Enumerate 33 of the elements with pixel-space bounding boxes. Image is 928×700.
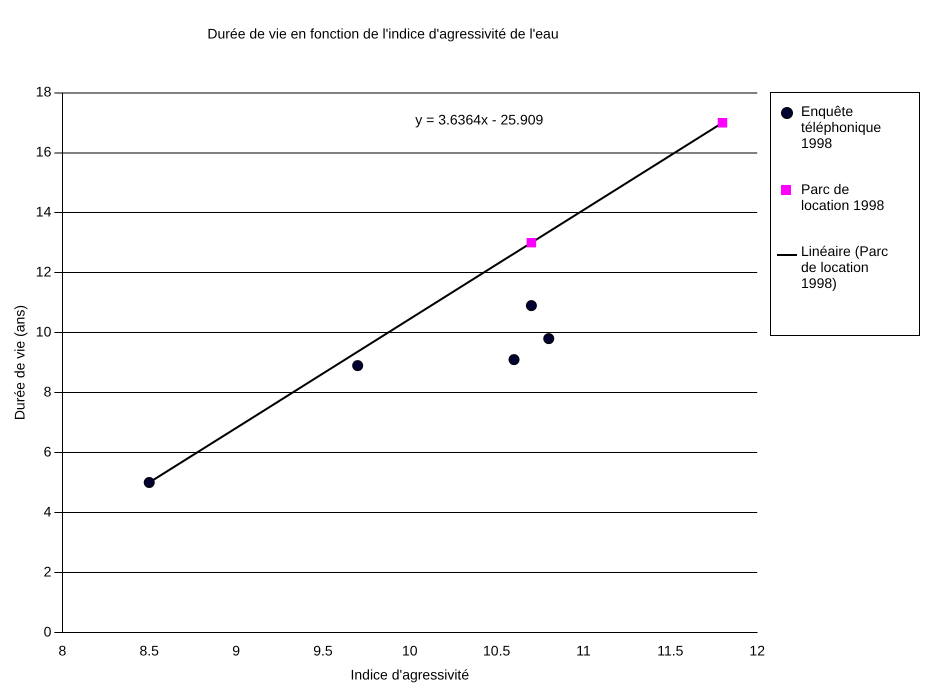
x-tick-label: 9 — [232, 642, 240, 659]
legend-label: Parc de location 1998 — [801, 181, 886, 213]
x-tick-label: 8 — [58, 642, 66, 659]
point — [508, 354, 520, 366]
annotation: y = 3.6364x - 25.909 — [415, 112, 544, 128]
legend-label: Linéaire (Parc de location 1998) — [801, 243, 890, 291]
legend-label: Enquête téléphonique 1998 — [801, 103, 882, 151]
x-tick-label: 12 — [749, 642, 766, 659]
chart-title: Durée de vie en fonction de l'indice d'agressivité de l'eau — [207, 25, 559, 42]
y-tick-label: 6 — [44, 443, 52, 460]
y-tick-label: 18 — [36, 84, 52, 100]
y-tick-label: 2 — [44, 563, 52, 580]
y-tick-label: 0 — [44, 623, 52, 640]
x-tick-label: 10.5 — [483, 642, 510, 659]
y-tick-label: 4 — [44, 503, 52, 520]
y-tick-label: 12 — [36, 264, 52, 280]
point — [526, 300, 537, 312]
x-tick-label: 8.5 — [139, 642, 160, 659]
x-tick-label: 11.5 — [657, 642, 684, 659]
y-tick-label: 10 — [36, 323, 52, 340]
point — [718, 118, 728, 128]
x-tick-label: 9.5 — [313, 642, 333, 659]
point — [543, 333, 554, 344]
y-tick-label: 16 — [36, 144, 52, 160]
point — [352, 360, 364, 372]
x-axis-title: Indice d'agressivité — [350, 666, 470, 682]
x-tick-label: 11 — [576, 642, 591, 659]
y-tick-label: 14 — [36, 204, 52, 220]
x-tick-label: 10 — [402, 642, 418, 659]
point — [144, 477, 155, 488]
y-tick-label: 8 — [44, 383, 52, 400]
point — [526, 238, 536, 248]
y-axis-title: Durée de vie (ans) — [11, 305, 28, 420]
